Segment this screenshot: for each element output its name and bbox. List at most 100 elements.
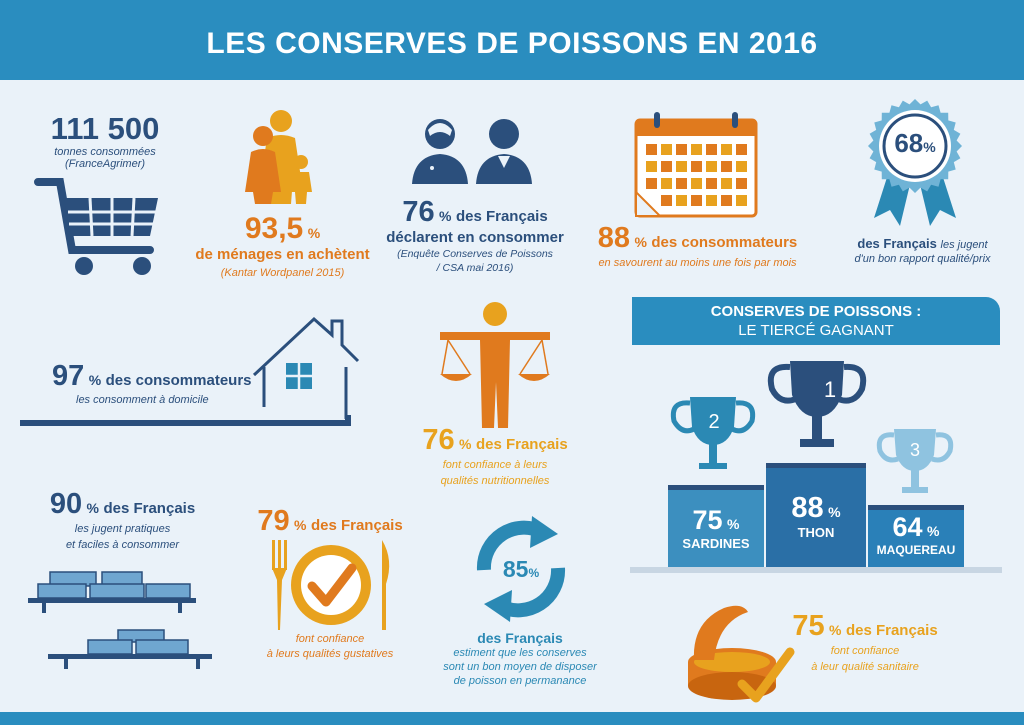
stat-gustatives-head: 79 % des Français: [240, 505, 420, 538]
stat-menages-unit: %: [307, 225, 321, 241]
shopping-cart-icon: [34, 178, 158, 275]
stat-qp-sub: d'un bon rapport qualité/prix: [854, 253, 991, 265]
stat-nutrition-value: 76: [422, 424, 455, 456]
stat-qp-unit: %: [923, 139, 936, 155]
stat-pratiques-unit: %: [86, 500, 99, 516]
stat-sanitaire-sub2: à leur qualité sanitaire: [811, 661, 919, 673]
stat-qualite-prix: des Français les jugent d'un bon rapport…: [825, 236, 1020, 267]
stat-permanence-value: 85: [502, 556, 529, 582]
podium-sardines: 75 % SARDINES: [668, 505, 764, 551]
stat-semaine-sub: en savourent au moins une fois par mois: [598, 257, 797, 269]
podium-chart: [630, 361, 1002, 573]
footer-bar: [0, 712, 1024, 725]
stat-nutrition-label: des Français: [475, 436, 568, 453]
stat-pratiques-sub1: les jugent pratiques: [74, 523, 171, 535]
stat-nutrition-sub2: qualités nutritionnelles: [440, 475, 550, 487]
stat-semaine-value: 88: [597, 222, 630, 254]
stat-permanence-sub3: de poisson en permanance: [453, 675, 587, 687]
stat-menages-value: 93,5: [244, 212, 304, 245]
stat-fc-value: 76: [402, 196, 435, 228]
tierce-title1: CONSERVES DE POISSONS :: [710, 303, 922, 320]
podium-3: [868, 505, 964, 567]
sardines-name: SARDINES: [682, 536, 750, 551]
stat-sanitaire-value: 75: [792, 610, 825, 642]
stat-semaine-unit: %: [634, 234, 647, 250]
stat-francais-consommer: 76 % des Français déclarent en consommer…: [380, 196, 570, 275]
scale-person-icon: [440, 302, 550, 428]
open-can-icon: [688, 605, 795, 703]
stat-pratiques: 90 % des Français les jugent pratiques e…: [30, 488, 215, 553]
stat-gustatives-label: des Français: [310, 517, 403, 534]
stat-qp-label-it: les jugent: [940, 239, 988, 251]
thon-name: THON: [797, 525, 835, 540]
stat-domicile-unit: %: [88, 372, 102, 388]
stat-tonnes-label: tonnes consommées: [54, 146, 156, 158]
stat-semaine-label: des consommateurs: [651, 234, 798, 251]
stat-gustatives-unit: %: [294, 517, 307, 533]
maquereau-value: 64: [892, 512, 923, 542]
stat-nutrition: 76 % des Français font confiance à leurs…: [405, 424, 585, 489]
stat-permanence-label: des Français: [477, 630, 563, 646]
podium-maquereau: 64 % MAQUEREAU: [868, 512, 964, 557]
stat-gustatives-sub1: font confiance: [295, 633, 365, 645]
house-icon: [20, 316, 360, 426]
stat-domicile-label: des consommateurs: [105, 372, 252, 389]
stat-pratiques-value: 90: [49, 488, 83, 520]
stat-pratiques-sub2: et faciles à consommer: [65, 539, 180, 551]
stat-sanitaire-label: des Français: [845, 622, 938, 639]
calendar-icon: [634, 112, 758, 218]
stat-sanitaire: 75 % des Français font confiance à leur …: [770, 610, 960, 675]
sardines-value: 75: [692, 505, 723, 535]
stat-menages-label: de ménages en achètent: [195, 246, 370, 263]
tierce-title2: LE TIERCÉ GAGNANT: [738, 322, 894, 339]
award-ribbon-icon: [868, 99, 962, 226]
rank-1: 1: [823, 377, 837, 402]
stat-fc-source1: (Enquête Conserves de Poissons: [397, 248, 553, 260]
sardines-unit: %: [727, 516, 740, 532]
stat-domicile: 97 % des consommateurs les consomment à …: [52, 360, 272, 407]
stat-fc-label1: des Français: [455, 208, 548, 225]
stat-permanence-sub1: estiment que les conserves: [453, 647, 587, 659]
stat-permanence-badge: 85%: [486, 556, 556, 583]
stat-domicile-value: 97: [52, 360, 85, 392]
plate-check-icon: [272, 540, 390, 630]
stat-qp-label: des Français: [857, 236, 937, 251]
podium-2: [668, 485, 764, 567]
stat-gustatives-sub2: à leurs qualités gustatives: [266, 648, 394, 660]
stat-sanitaire-sub1: font confiance: [830, 645, 900, 657]
thon-unit: %: [828, 504, 841, 520]
trophy-icon: [876, 429, 954, 493]
stat-semaine: 88 % des consommateurs en savourent au m…: [585, 222, 810, 271]
stat-tonnes-value: 111 500: [50, 111, 160, 146]
rank-2: 2: [708, 411, 720, 433]
stat-gustatives-value: 79: [257, 505, 290, 537]
stat-qp-badge: 68%: [882, 128, 948, 159]
stat-sanitaire-unit: %: [829, 622, 842, 638]
stat-qp-value: 68: [894, 128, 924, 158]
people-icon: [412, 119, 532, 184]
stat-pratiques-label: des Français: [103, 500, 196, 517]
trophy-icon: [670, 397, 756, 469]
stat-permanence-sub2: sont un bon moyen de disposer: [443, 661, 597, 673]
page-title: LES CONSERVES DE POISSONS EN 2016: [0, 0, 1024, 80]
stat-nutrition-unit: %: [459, 436, 472, 452]
podium-1: [766, 463, 866, 567]
rank-3: 3: [909, 440, 920, 460]
stat-permanence-unit: %: [528, 566, 540, 580]
trophy-icon: [767, 361, 867, 447]
maquereau-unit: %: [927, 523, 940, 539]
podium-thon: 88 % THON: [766, 492, 866, 540]
stat-fc-label2: déclarent en consommer: [386, 229, 564, 246]
stat-tonnes-source: (FranceAgrimer): [64, 158, 146, 170]
stat-fc-unit: %: [439, 208, 452, 224]
cycle-arrows-icon: [476, 516, 566, 622]
stat-fc-source2: / CSA mai 2016): [436, 262, 514, 274]
stat-permanence: des Français estiment que les conserves …: [420, 630, 620, 688]
maquereau-name: MAQUEREAU: [876, 543, 956, 557]
stat-domicile-sub: les consomment à domicile: [76, 394, 209, 406]
tierce-title: CONSERVES DE POISSONS : LE TIERCÉ GAGNAN…: [632, 297, 1000, 345]
stat-menages-source: (Kantar Wordpanel 2015): [220, 267, 345, 279]
stat-gustatives: font confiance à leurs qualités gustativ…: [240, 632, 420, 662]
family-icon: [245, 110, 312, 204]
stat-tonnes: 111 500 tonnes consommées (FranceAgrimer…: [20, 111, 190, 171]
